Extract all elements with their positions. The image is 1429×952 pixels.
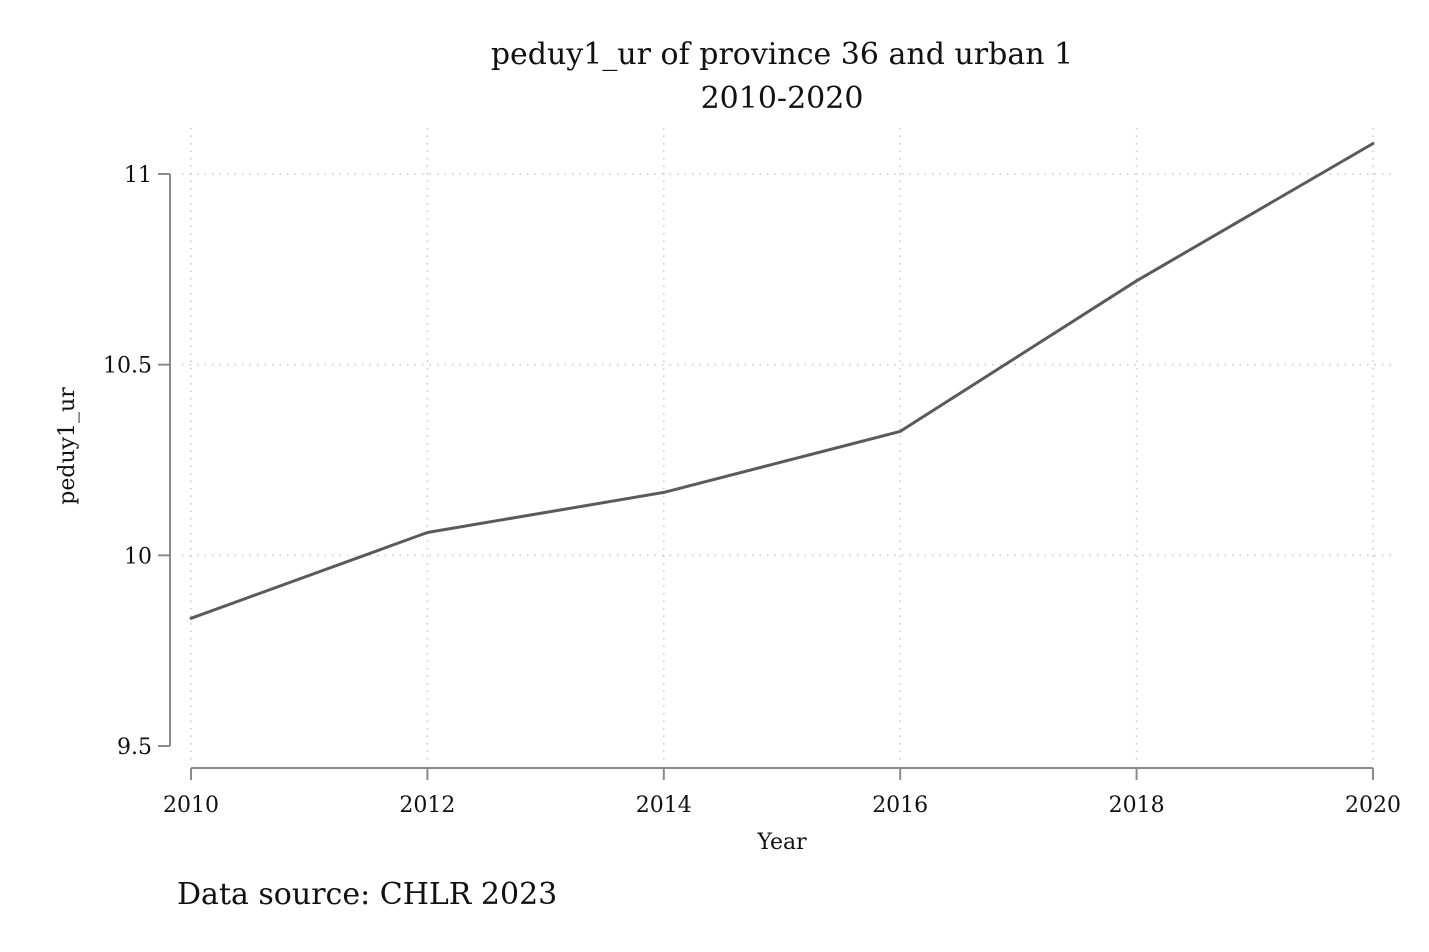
x-tick-label: 2010 [163,793,219,818]
chart-subtitle: 2010-2020 [701,81,864,116]
y-tick-label: 11 [124,163,152,188]
x-tick-label: 2012 [399,793,455,818]
x-tick-label: 2018 [1109,793,1165,818]
y-tick-label: 10.5 [103,354,152,379]
x-tick-label: 2014 [636,793,692,818]
y-axis-title: peduy1_ur [55,387,80,505]
x-tick-label: 2020 [1345,793,1401,818]
gridlines [182,128,1393,764]
chart-title: peduy1_ur of province 36 and urban 1 [491,37,1073,72]
series-layer [189,142,1375,620]
data-source-note: Data source: CHLR 2023 [177,877,557,912]
axes [158,173,1374,780]
y-tick-label: 10 [124,544,152,569]
x-tick-label: 2016 [872,793,928,818]
x-axis-title: Year [756,830,807,855]
series-line [189,142,1375,620]
y-tick-label: 9.5 [117,735,152,760]
tick-labels: 9.5 10 10.5 11 2010 2012 2014 2016 2018 2020 [103,163,1401,818]
